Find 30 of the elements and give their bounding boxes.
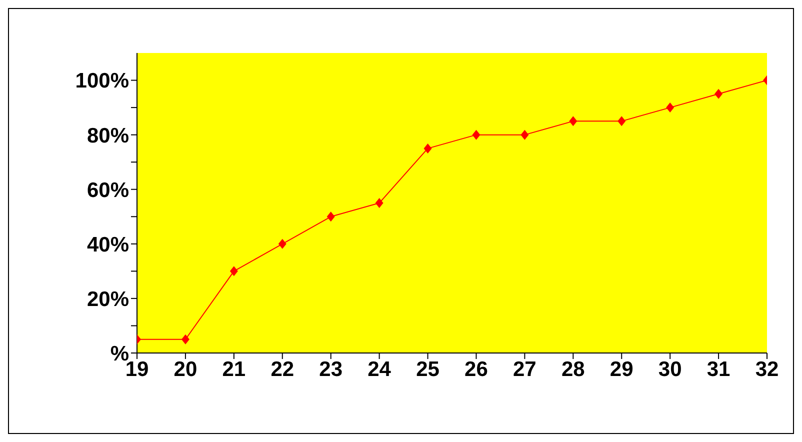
y-tick-label: 40% (86, 233, 130, 256)
y-tick-label: 100% (75, 70, 130, 93)
point (666, 102, 674, 113)
y-tick-label: 20% (86, 288, 130, 311)
x-tick-label: 29 (610, 358, 634, 381)
point (181, 334, 190, 344)
x-tick-label: 21 (222, 358, 246, 381)
point (569, 116, 578, 126)
x-tick-label: 24 (368, 358, 392, 381)
x-tick-label: 25 (416, 358, 440, 381)
point (618, 116, 626, 126)
point (520, 130, 529, 140)
point (375, 198, 384, 208)
x-tick-label: 22 (270, 358, 294, 381)
x-tick-label: 27 (513, 358, 536, 381)
point (714, 88, 723, 99)
point (230, 266, 238, 276)
point (472, 130, 480, 140)
x-tick-label: 23 (319, 358, 343, 381)
x-tick-label: 20 (174, 358, 198, 381)
x-tick-label: 28 (561, 358, 586, 381)
y-tick-label: 60% (86, 178, 130, 202)
x-tick-label: 30 (658, 358, 682, 381)
point (326, 212, 335, 222)
point (278, 238, 286, 249)
point (424, 143, 432, 154)
y-tick-label: 80% (86, 124, 130, 148)
x-tick-label: 32 (755, 358, 779, 381)
x-tick-label: 26 (464, 358, 488, 381)
x-tick-label: 31 (706, 358, 731, 381)
